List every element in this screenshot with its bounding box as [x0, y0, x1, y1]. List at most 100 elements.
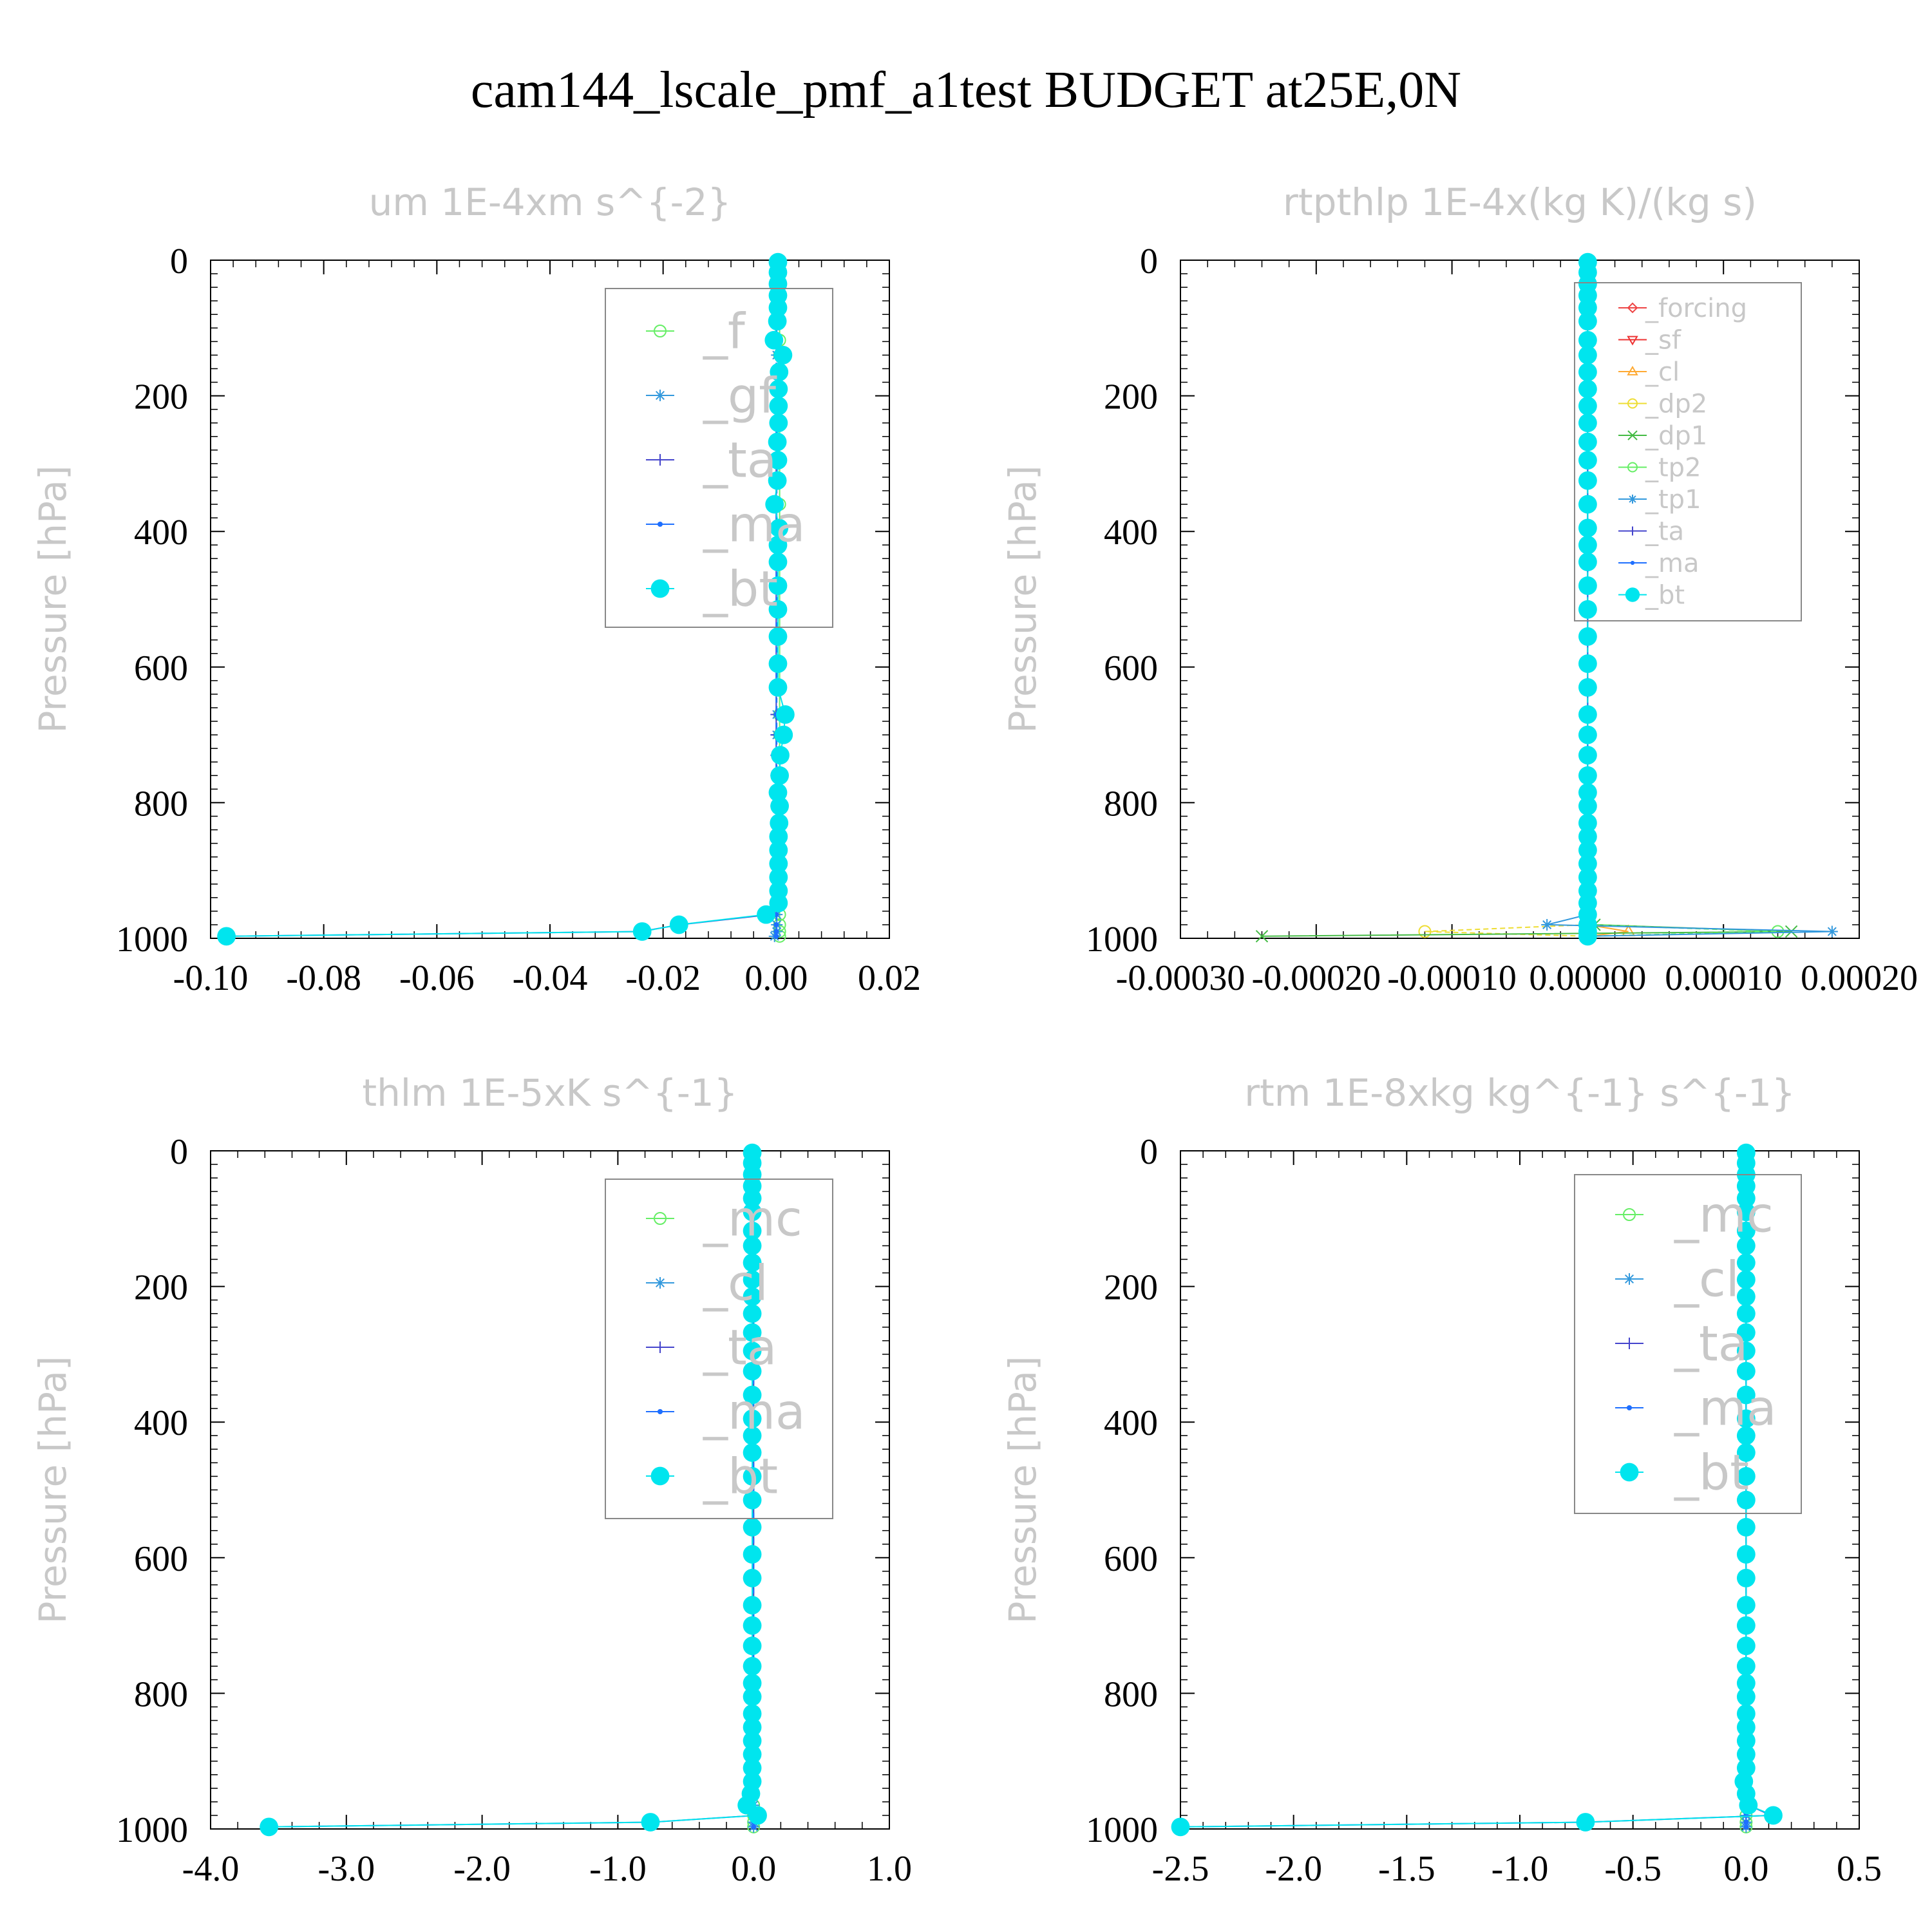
- y-tick-label: 1000: [1086, 920, 1158, 960]
- data-point: [1736, 1656, 1756, 1676]
- data-point: [1736, 1636, 1756, 1656]
- y-axis-label: Pressure [hPa]: [31, 1356, 75, 1624]
- legend-marker: [1620, 1463, 1639, 1482]
- data-point: [1578, 432, 1597, 451]
- legend-marker: [1624, 1273, 1635, 1285]
- data-point: [1578, 927, 1597, 946]
- data-point: [748, 1806, 767, 1825]
- x-tick-label: -0.00020: [1251, 958, 1381, 998]
- data-point: [769, 840, 788, 860]
- legend-label: _cl: [703, 1255, 768, 1312]
- x-tick-label: 0.00: [744, 958, 808, 998]
- data-point: [1736, 1616, 1756, 1635]
- x-tick-label: 0.00010: [1665, 958, 1782, 998]
- data-point: [768, 312, 787, 331]
- data-point: [1826, 925, 1838, 938]
- chart-panel-3: thlm 1E-5xK s^{-1} Pressure [hPa] 0 200 400 6…: [31, 1071, 912, 1889]
- data-point: [743, 1467, 762, 1486]
- legend: _mc _cl _ta _ma _bt: [605, 1179, 833, 1519]
- legend-marker: [654, 325, 667, 337]
- legend-label: _mc: [703, 1190, 802, 1247]
- series-line: [269, 1153, 759, 1828]
- data-point: [743, 1718, 762, 1737]
- data-point: [1736, 1287, 1756, 1306]
- data-point: [1578, 783, 1597, 802]
- data-point: [1578, 827, 1597, 846]
- legend-marker: [654, 1341, 666, 1353]
- data-point: [769, 893, 788, 913]
- panel-title: rtpthlp 1E-4x(kg K)/(kg s): [1283, 180, 1757, 224]
- data-point: [1578, 576, 1597, 595]
- data-point: [770, 813, 789, 833]
- y-tick-label: 600: [134, 1539, 188, 1579]
- y-tick-label: 0: [170, 242, 188, 281]
- data-point: [743, 1518, 762, 1537]
- data-point: [770, 766, 790, 785]
- x-tick-label: -2.0: [1265, 1849, 1322, 1889]
- data-point: [1743, 1824, 1749, 1830]
- y-tick-label: 800: [134, 784, 188, 824]
- y-tick-label: 400: [134, 513, 188, 553]
- series-line: [1262, 262, 1792, 937]
- data-point: [769, 867, 788, 887]
- y-tick-label: 0: [1140, 242, 1158, 281]
- legend-marker: [1627, 366, 1638, 375]
- series-bt: [1578, 252, 1597, 946]
- x-tick-label: 0.5: [1837, 1849, 1882, 1889]
- data-point: [743, 1568, 762, 1587]
- legend-box: [1574, 282, 1802, 621]
- data-point: [768, 432, 787, 451]
- data-point: [751, 1824, 757, 1830]
- data-point: [773, 929, 779, 934]
- data-point: [768, 298, 788, 317]
- plot-frame: [1180, 1150, 1860, 1830]
- data-point: [217, 927, 236, 946]
- legend-marker: [1627, 302, 1638, 314]
- series-line: [1425, 262, 1589, 937]
- legend-marker: [1626, 1405, 1633, 1411]
- panel-title: um 1E-4xm s^{-2}: [369, 180, 732, 224]
- x-tick-label: -0.08: [286, 958, 361, 998]
- data-point: [743, 1745, 762, 1764]
- data-point: [1736, 1674, 1756, 1693]
- data-point: [1736, 1323, 1756, 1342]
- series-ta: [261, 1147, 762, 1833]
- y-tick-label: 600: [1104, 1539, 1158, 1579]
- data-point: [768, 600, 788, 619]
- data-point: [743, 1674, 762, 1693]
- x-tick-label: -1.0: [589, 1849, 647, 1889]
- data-point: [1736, 1221, 1756, 1240]
- legend-label: _tp2: [1645, 453, 1701, 483]
- series-dp1: [1255, 256, 1798, 943]
- x-tick-label: -2.5: [1152, 1849, 1209, 1889]
- data-point: [743, 1270, 762, 1289]
- y-tick-label: 800: [1104, 1674, 1158, 1714]
- legend-marker: [1623, 1208, 1636, 1221]
- data-point: [743, 1704, 762, 1723]
- legend-marker: [1625, 587, 1640, 602]
- legend-label: _f: [703, 303, 746, 360]
- data-point: [770, 363, 789, 382]
- legend-box: [1574, 1174, 1802, 1514]
- series-line: [267, 1153, 758, 1828]
- x-tick-label: -0.00010: [1387, 958, 1517, 998]
- legend-label: _bt: [1674, 1444, 1749, 1501]
- data-point: [768, 576, 788, 595]
- x-tick-label: -4.0: [182, 1849, 240, 1889]
- data-point: [1171, 1817, 1190, 1837]
- data-point: [1736, 1704, 1756, 1723]
- data-point: [1736, 1596, 1756, 1615]
- y-tick-label: 1000: [116, 1810, 188, 1850]
- page-title: cam144_lscale_pmf_a1test BUDGET at25E,0N: [470, 62, 1462, 118]
- data-point: [1736, 1426, 1756, 1445]
- data-point: [768, 471, 787, 490]
- legend-marker: [1627, 398, 1638, 409]
- data-point: [1736, 1253, 1756, 1273]
- data-point: [774, 725, 793, 744]
- panel-title: thlm 1E-5xK s^{-1}: [362, 1071, 737, 1115]
- data-point: [743, 1287, 762, 1306]
- data-point: [769, 854, 788, 873]
- x-tick-label: 0.02: [858, 958, 921, 998]
- data-point: [768, 553, 788, 571]
